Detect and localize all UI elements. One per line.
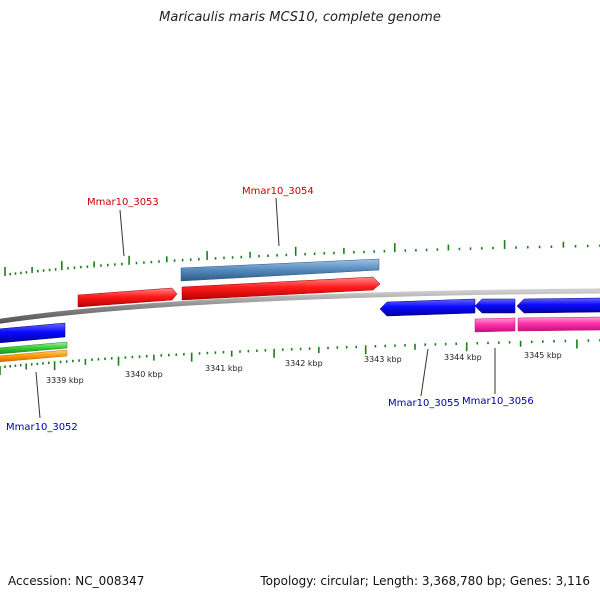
coordinate-labels: 3339 kbp 3340 kbp 3341 kbp 3342 kbp 3343…: [46, 351, 562, 385]
misc-feature-orange[interactable]: [0, 349, 68, 363]
leader-line-mmar10-3054: [275, 197, 280, 247]
gene-label-mmar10-3053: Mmar10_3053: [87, 197, 159, 208]
gene-label-mmar10-3052: Mmar10_3052: [6, 422, 78, 433]
leader-line-mmar10-3053: [119, 209, 125, 257]
gene-feature-mmar10-3054-gene[interactable]: [180, 258, 380, 282]
label-leader-lines: [35, 197, 496, 419]
inner-tick-scale: [0, 339, 600, 375]
accession-text: Accession: NC_008347: [8, 574, 145, 588]
misc-feature-pink-3056[interactable]: [474, 317, 516, 333]
coord-label-3345: 3345 kbp: [524, 351, 562, 360]
leader-line-mmar10-3055: [420, 348, 429, 397]
genome-backbone: [0, 288, 600, 324]
coord-label-3342: 3342 kbp: [285, 359, 323, 368]
gene-label-mmar10-3054: Mmar10_3054: [242, 186, 314, 197]
cds-feature-mmar10-3055[interactable]: [379, 298, 476, 317]
coord-label-3340: 3340 kbp: [125, 370, 163, 379]
coord-label-3339: 3339 kbp: [46, 376, 84, 385]
cds-feature-mmar10-3054[interactable]: [181, 276, 381, 301]
leader-line-mmar10-3052: [35, 371, 41, 419]
cds-feature-mmar10-3052[interactable]: [0, 322, 66, 344]
cds-feature-mmar10-3056[interactable]: [474, 298, 516, 314]
cds-feature-next[interactable]: [516, 297, 600, 314]
coord-label-3343: 3343 kbp: [364, 355, 402, 364]
map-title: Maricaulis maris MCS10, complete genome: [159, 10, 441, 25]
outer-tick-scale: [4, 240, 600, 276]
genome-summary-text: Topology: circular; Length: 3,368,780 bp…: [260, 574, 590, 588]
cds-feature-mmar10-3053[interactable]: [77, 287, 178, 308]
coord-label-3344: 3344 kbp: [444, 353, 482, 362]
gene-label-mmar10-3056: Mmar10_3056: [462, 396, 534, 407]
misc-feature-green[interactable]: [0, 341, 68, 355]
misc-feature-pink-next[interactable]: [517, 316, 600, 332]
gene-label-mmar10-3055: Mmar10_3055: [388, 398, 460, 409]
coord-label-3341: 3341 kbp: [205, 364, 243, 373]
